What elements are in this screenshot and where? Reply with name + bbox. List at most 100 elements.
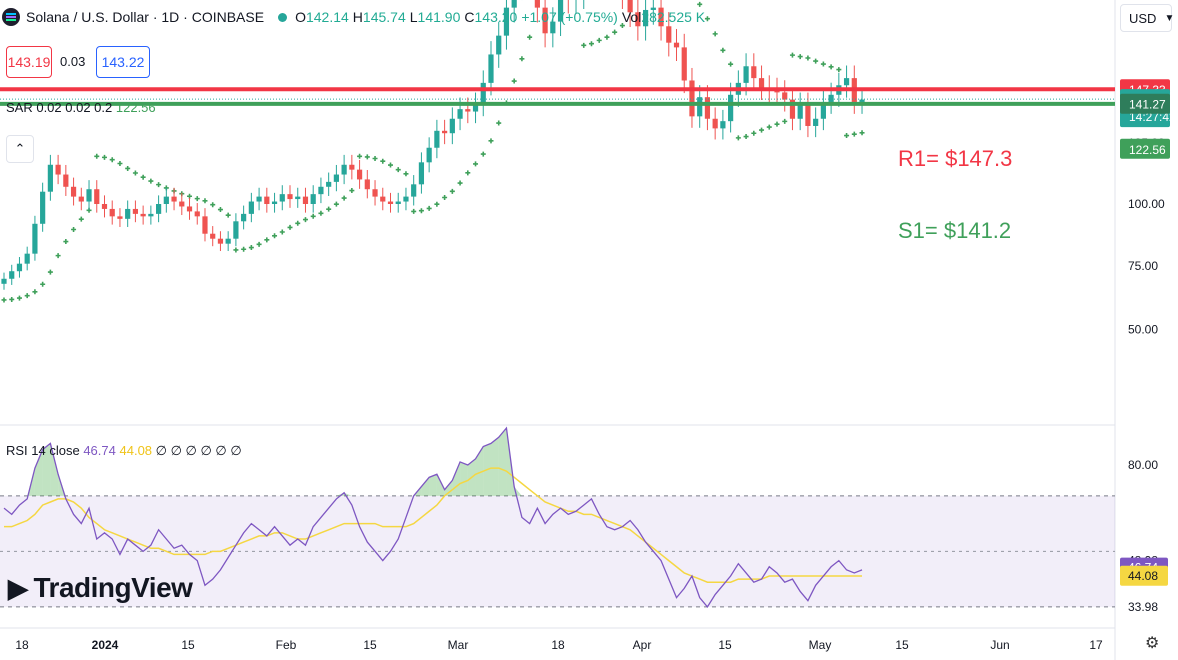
sar-dot <box>782 118 788 124</box>
sar-dot <box>805 55 811 61</box>
rsi-overbought-fill <box>429 474 437 496</box>
close-value: 143.20 <box>474 9 518 25</box>
rsi-overbought-fill <box>421 477 430 496</box>
sar-dot <box>210 202 216 208</box>
settings-icon[interactable]: ⚙ <box>1145 635 1160 652</box>
sar-legend[interactable]: SAR 0.02 0.02 0.2 122.56 <box>6 100 156 115</box>
candle-body <box>411 184 417 197</box>
sar-dot <box>341 195 347 201</box>
candle-body <box>859 99 865 102</box>
candles <box>1 0 865 290</box>
time-tick-label: 18 <box>15 638 29 652</box>
candle-body <box>395 201 401 204</box>
change-value: +1.07 (+0.75%) <box>521 9 618 25</box>
time-tick-label: Feb <box>276 638 297 652</box>
rsi-overbought-fill <box>475 446 484 496</box>
candle-body <box>287 194 293 200</box>
sar-dot <box>820 61 826 67</box>
sar-dot <box>248 245 254 251</box>
sar-dot <box>735 135 741 141</box>
sar-dot <box>217 207 223 213</box>
sar-dot <box>264 237 270 243</box>
rsi-legend[interactable]: RSI 14 close 46.74 44.08 ∅ ∅ ∅ ∅ ∅ ∅ <box>6 443 242 459</box>
candle-body <box>689 80 695 117</box>
sar-dot <box>333 201 339 207</box>
candle-body <box>333 174 339 182</box>
time-tick-label: 2024 <box>92 638 119 652</box>
candle-body <box>318 186 324 195</box>
candle-body <box>642 9 649 27</box>
sar-dot <box>449 188 455 194</box>
sar-dot <box>519 56 525 62</box>
currency-selector[interactable]: USD ▼ <box>1120 4 1175 32</box>
candle-body <box>326 181 332 187</box>
rsi-overbought-fill <box>460 461 468 496</box>
sar-dot <box>442 194 448 200</box>
candle-body <box>356 169 363 180</box>
time-tick-label: 15 <box>181 638 195 652</box>
sar-dot <box>125 165 131 171</box>
sar-dot <box>272 233 278 239</box>
sar-dot <box>194 196 200 202</box>
sar-dot <box>117 161 123 167</box>
sar-dot <box>704 16 710 22</box>
volume-value: 282.525 K <box>641 9 706 25</box>
rsi-ma-value: 44.08 <box>119 443 153 458</box>
sar-dot <box>511 78 517 84</box>
sar-dot <box>9 296 15 302</box>
collapse-legend-button[interactable]: ⌃ <box>6 135 34 163</box>
candle-body <box>233 221 239 239</box>
candle-body <box>148 213 154 217</box>
candle-body <box>349 164 355 170</box>
s1-annotation: S1= $141.2 <box>898 218 1011 243</box>
candle-body <box>387 201 394 204</box>
sell-button[interactable]: 143.19 <box>6 46 52 78</box>
rsi-overbought-fill <box>34 449 43 496</box>
sar-dot <box>813 58 819 64</box>
candle-body <box>805 104 811 126</box>
sar-dot <box>78 216 84 222</box>
time-tick-label: 18 <box>551 638 565 652</box>
candle-body <box>117 216 123 219</box>
sar-dot <box>287 224 293 230</box>
sar-value: 122.56 <box>115 100 156 115</box>
sar-dot <box>202 198 208 204</box>
candle-body <box>302 196 309 204</box>
candle-body <box>171 196 177 202</box>
candle-body <box>372 189 378 197</box>
candle-body <box>163 196 169 204</box>
chevron-down-icon: ▼ <box>1164 12 1175 24</box>
price-tick-label: 100.00 <box>1128 197 1165 211</box>
sar-dot <box>109 157 115 163</box>
candle-body <box>16 263 23 272</box>
spread-value: 0.03 <box>60 54 86 69</box>
candle-body <box>70 186 77 197</box>
candle-body <box>712 118 718 129</box>
candle-body <box>403 196 409 202</box>
sar-dot <box>326 206 332 212</box>
candle-body <box>179 201 185 207</box>
rsi-overbought-fill <box>50 443 59 496</box>
candle-body <box>751 66 757 79</box>
sar-dot <box>496 120 502 126</box>
candle-body <box>156 204 162 214</box>
candle-body <box>202 216 208 234</box>
low-label: L <box>409 9 418 25</box>
tradingview-logo[interactable]: ▶ TradingView <box>8 572 193 604</box>
sar-dot <box>697 1 703 7</box>
candle-body <box>109 208 115 217</box>
rsi-overbought-fill <box>498 427 507 496</box>
candle-body <box>341 164 347 175</box>
candle-body <box>418 162 425 185</box>
buy-button[interactable]: 143.22 <box>96 46 150 78</box>
sar-dot <box>488 138 494 144</box>
symbol-title[interactable]: Solana / U.S. Dollar · 1D · COINBASE <box>26 9 265 25</box>
rsi-lines <box>3 426 863 608</box>
chevron-up-icon: ⌃ <box>14 141 26 156</box>
sar-dot <box>774 121 780 127</box>
high-value: 145.74 <box>362 9 406 25</box>
candle-body <box>820 101 826 119</box>
sar-dot <box>480 151 486 157</box>
